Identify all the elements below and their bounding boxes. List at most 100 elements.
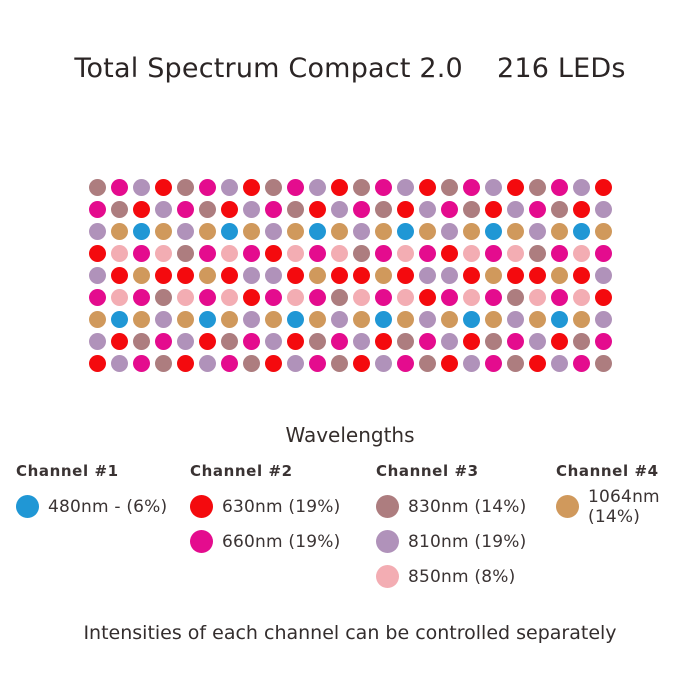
- legend-channel: Channel #4 1064nm (14%): [556, 462, 700, 530]
- led-810nm-dot: [330, 200, 348, 218]
- led-630nm-dot: [220, 266, 238, 284]
- led-630nm-dot: [176, 266, 194, 284]
- led-630nm-dot: [154, 266, 172, 284]
- led-660nm-dot: [198, 244, 216, 262]
- led-830nm-dot: [220, 332, 238, 350]
- led-480nm-dot: [286, 310, 304, 328]
- led-630nm-dot: [154, 178, 172, 196]
- led-630nm-dot: [352, 266, 370, 284]
- wavelength-label: 660nm (19%): [222, 531, 341, 552]
- led-810nm-dot: [88, 332, 106, 350]
- led-630nm-dot: [484, 200, 502, 218]
- led-1064nm-dot: [594, 222, 612, 240]
- led-660nm-dot: [506, 332, 524, 350]
- led-810nm-dot: [528, 332, 546, 350]
- led-810nm-dot: [352, 332, 370, 350]
- led-1064nm-dot: [484, 266, 502, 284]
- led-830nm-dot: [462, 200, 480, 218]
- led-810nm-dot: [330, 310, 348, 328]
- led-850nm-dot: [154, 244, 172, 262]
- led-660nm-dot: [374, 178, 392, 196]
- led-810nm-dot: [264, 222, 282, 240]
- legend-item: 630nm (19%): [190, 495, 340, 518]
- led-810nm-dot: [176, 332, 194, 350]
- led-850nm-dot: [396, 288, 414, 306]
- led-1064nm-dot: [528, 310, 546, 328]
- wavelength-swatch-850nm: [376, 565, 399, 588]
- led-830nm-dot: [330, 354, 348, 372]
- led-480nm-dot: [220, 222, 238, 240]
- led-850nm-dot: [110, 244, 128, 262]
- led-630nm-dot: [396, 266, 414, 284]
- led-660nm-dot: [594, 244, 612, 262]
- led-660nm-dot: [396, 354, 414, 372]
- page-title: Total Spectrum Compact 2.0: [74, 53, 463, 84]
- led-850nm-dot: [572, 288, 590, 306]
- led-830nm-dot: [506, 288, 524, 306]
- led-1064nm-dot: [308, 310, 326, 328]
- led-630nm-dot: [220, 200, 238, 218]
- led-830nm-dot: [176, 178, 194, 196]
- led-1064nm-dot: [330, 222, 348, 240]
- led-810nm-dot: [154, 200, 172, 218]
- led-630nm-dot: [330, 266, 348, 284]
- led-810nm-dot: [440, 222, 458, 240]
- led-810nm-dot: [550, 354, 568, 372]
- led-830nm-dot: [528, 244, 546, 262]
- led-810nm-dot: [264, 266, 282, 284]
- led-630nm-dot: [418, 288, 436, 306]
- led-810nm-dot: [594, 200, 612, 218]
- led-1064nm-dot: [110, 222, 128, 240]
- led-660nm-dot: [550, 244, 568, 262]
- led-480nm-dot: [550, 310, 568, 328]
- led-660nm-dot: [594, 332, 612, 350]
- wavelength-label: 1064nm (14%): [588, 486, 660, 527]
- led-810nm-dot: [110, 354, 128, 372]
- led-1064nm-dot: [154, 222, 172, 240]
- led-630nm-dot: [506, 178, 524, 196]
- led-830nm-dot: [352, 244, 370, 262]
- led-660nm-dot: [154, 332, 172, 350]
- led-1064nm-dot: [506, 222, 524, 240]
- led-830nm-dot: [132, 332, 150, 350]
- led-810nm-dot: [352, 222, 370, 240]
- led-1064nm-dot: [396, 310, 414, 328]
- led-630nm-dot: [506, 266, 524, 284]
- led-660nm-dot: [572, 354, 590, 372]
- wavelength-swatch-1064nm: [556, 495, 579, 518]
- led-660nm-dot: [308, 288, 326, 306]
- led-1064nm-dot: [440, 310, 458, 328]
- led-830nm-dot: [330, 288, 348, 306]
- led-630nm-dot: [440, 354, 458, 372]
- led-660nm-dot: [132, 244, 150, 262]
- led-810nm-dot: [528, 222, 546, 240]
- led-630nm-dot: [352, 354, 370, 372]
- led-1064nm-dot: [462, 222, 480, 240]
- wavelength-label: 630nm (19%): [222, 496, 341, 517]
- legend-item: 660nm (19%): [190, 530, 340, 553]
- led-660nm-dot: [484, 244, 502, 262]
- led-660nm-dot: [308, 244, 326, 262]
- wavelength-label: 850nm (8%): [408, 566, 516, 587]
- led-660nm-dot: [132, 354, 150, 372]
- led-1064nm-dot: [484, 310, 502, 328]
- led-830nm-dot: [440, 178, 458, 196]
- led-830nm-dot: [308, 332, 326, 350]
- led-660nm-dot: [286, 178, 304, 196]
- led-1064nm-dot: [88, 310, 106, 328]
- led-660nm-dot: [374, 288, 392, 306]
- led-630nm-dot: [528, 266, 546, 284]
- led-panel-grid: [86, 176, 614, 374]
- led-1064nm-dot: [132, 310, 150, 328]
- wavelength-swatch-630nm: [190, 495, 213, 518]
- wavelength-swatch-660nm: [190, 530, 213, 553]
- led-850nm-dot: [220, 244, 238, 262]
- channel-name: Channel #2: [190, 462, 293, 480]
- led-660nm-dot: [550, 178, 568, 196]
- led-830nm-dot: [88, 178, 106, 196]
- led-830nm-dot: [154, 354, 172, 372]
- led-660nm-dot: [110, 178, 128, 196]
- led-830nm-dot: [374, 200, 392, 218]
- led-1064nm-dot: [374, 266, 392, 284]
